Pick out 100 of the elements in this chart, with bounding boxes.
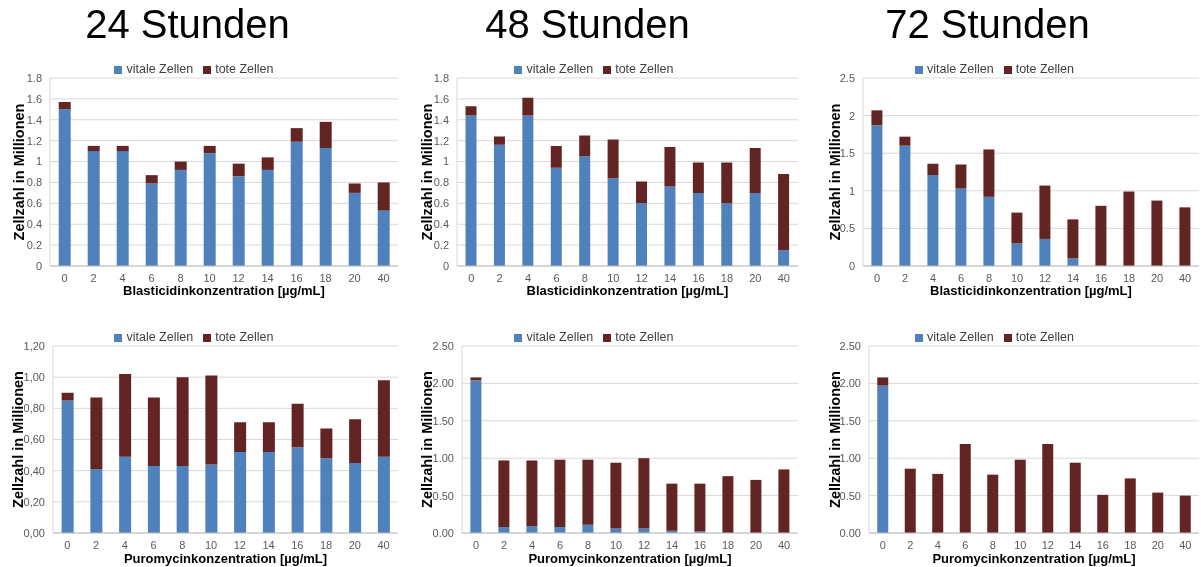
x-tick-label: 20 (348, 271, 361, 284)
x-tick-label: 2 (93, 538, 100, 551)
x-tick-label: 18 (720, 271, 734, 284)
x-tick-label: 4 (121, 538, 128, 551)
y-tick-label: 2.00 (839, 377, 861, 390)
legend-label: vitale Zellen (526, 62, 594, 76)
y-tick-label: 1.00 (432, 452, 454, 465)
x-tick-label: 8 (179, 538, 186, 551)
x-tick-label: 2 (901, 271, 909, 284)
y-tick-label: 0.00 (432, 526, 454, 539)
y-axis-title: Zellzahl in Millionen (11, 103, 28, 241)
y-tick-label: 1,20 (23, 339, 45, 352)
y-tick-label: 0,00 (23, 526, 45, 539)
x-tick-label: 18 (1124, 538, 1137, 551)
y-tick-label: 1.5 (839, 147, 855, 160)
x-tick-label: 0 (64, 538, 71, 551)
legend-label: tote Zellen (1015, 62, 1075, 76)
y-tick-label: 1.4 (26, 113, 42, 126)
x-tick-label: 14 (665, 538, 679, 551)
x-tick-label: 4 (524, 271, 532, 284)
x-axis-title: Puromycinkonzentration [µg/mL] (123, 551, 328, 566)
y-tick-label: 1 (35, 155, 42, 168)
x-tick-label: 16 (1096, 538, 1109, 551)
y-tick-label: 2.50 (432, 339, 454, 352)
legend-label: vitale Zellen (926, 330, 994, 344)
x-tick-label: 16 (692, 271, 705, 284)
x-tick-label: 18 (1122, 271, 1136, 284)
x-tick-label: 18 (320, 538, 333, 551)
y-tick-label: 1.6 (26, 92, 42, 105)
x-tick-label: 16 (693, 538, 707, 551)
x-tick-label: 16 (291, 538, 304, 551)
x-axis-title: Blasticidinkonzentration [µg/mL] (526, 283, 729, 298)
x-tick-label: 4 (528, 538, 536, 551)
x-tick-label: 6 (148, 271, 155, 284)
y-tick-label: 0 (442, 259, 449, 272)
x-tick-label: 4 (929, 271, 937, 284)
x-tick-label: 0 (879, 538, 886, 551)
x-tick-label: 6 (556, 538, 564, 551)
x-tick-label: 10 (205, 538, 218, 551)
x-tick-label: 14 (1069, 538, 1082, 551)
x-tick-label: 8 (584, 538, 592, 551)
y-tick-label: 2.50 (839, 339, 861, 352)
y-tick-label: 0.00 (839, 526, 861, 539)
x-tick-label: 4 (119, 271, 126, 284)
x-tick-label: 20 (749, 538, 763, 551)
y-tick-label: 0.50 (432, 489, 454, 502)
x-tick-label: 12 (637, 538, 651, 551)
x-tick-label: 12 (1041, 538, 1054, 551)
x-tick-label: 8 (581, 271, 588, 284)
y-tick-label: 0.50 (839, 489, 861, 502)
x-tick-label: 14 (1066, 271, 1080, 284)
x-tick-label: 12 (635, 271, 648, 284)
x-tick-label: 12 (233, 538, 246, 551)
x-tick-label: 40 (1178, 271, 1192, 284)
y-tick-label: 0.4 (26, 218, 42, 231)
y-tick-label: 2.5 (839, 71, 855, 84)
x-tick-label: 10 (607, 271, 620, 284)
legend-label: tote Zellen (1015, 330, 1075, 344)
y-tick-label: 0,20 (23, 495, 45, 508)
x-tick-label: 18 (319, 271, 332, 284)
x-tick-label: 40 (377, 538, 390, 551)
legend-label: tote Zellen (215, 62, 274, 76)
legend-label: tote Zellen (615, 62, 674, 76)
chart-title: 48 Stunden (484, 2, 691, 46)
y-tick-label: 0 (35, 259, 42, 272)
y-tick-label: 1.2 (433, 134, 449, 147)
x-tick-label: 10 (1010, 271, 1024, 284)
x-axis-title: Puromycinkonzentration [µg/mL] (932, 551, 1136, 566)
x-tick-label: 20 (749, 271, 762, 284)
y-tick-label: 1.4 (433, 113, 449, 126)
x-tick-label: 40 (1179, 538, 1192, 551)
y-tick-label: 0.4 (433, 218, 449, 231)
y-tick-label: 1.8 (433, 71, 449, 84)
legend-label: vitale Zellen (526, 330, 594, 344)
x-tick-label: 6 (957, 271, 965, 284)
x-tick-label: 12 (1038, 271, 1052, 284)
y-tick-label: 2 (848, 109, 855, 122)
y-tick-label: 0 (848, 259, 855, 272)
y-tick-label: 1.50 (839, 414, 861, 427)
x-tick-label: 2 (496, 271, 503, 284)
y-tick-label: 0.5 (839, 222, 855, 235)
y-tick-label: 0.2 (26, 239, 42, 252)
x-tick-label: 0 (873, 271, 881, 284)
x-tick-label: 16 (1094, 271, 1108, 284)
y-tick-label: 0,60 (23, 433, 45, 446)
x-tick-label: 40 (377, 271, 390, 284)
y-tick-label: 0.6 (26, 197, 42, 210)
x-tick-label: 14 (261, 271, 274, 284)
x-tick-label: 10 (609, 538, 623, 551)
x-axis-title: Blasticidinkonzentration [µg/mL] (930, 283, 1132, 298)
x-tick-label: 0 (468, 271, 475, 284)
y-tick-label: 1.00 (839, 452, 861, 465)
y-tick-label: 1.2 (26, 134, 42, 147)
y-tick-label: 1.8 (26, 71, 42, 84)
x-tick-label: 40 (777, 271, 790, 284)
x-tick-label: 6 (553, 271, 560, 284)
x-tick-label: 20 (1151, 538, 1164, 551)
x-tick-label: 8 (177, 271, 184, 284)
y-tick-label: 0.8 (26, 176, 42, 189)
y-tick-label: 1.50 (432, 414, 454, 427)
